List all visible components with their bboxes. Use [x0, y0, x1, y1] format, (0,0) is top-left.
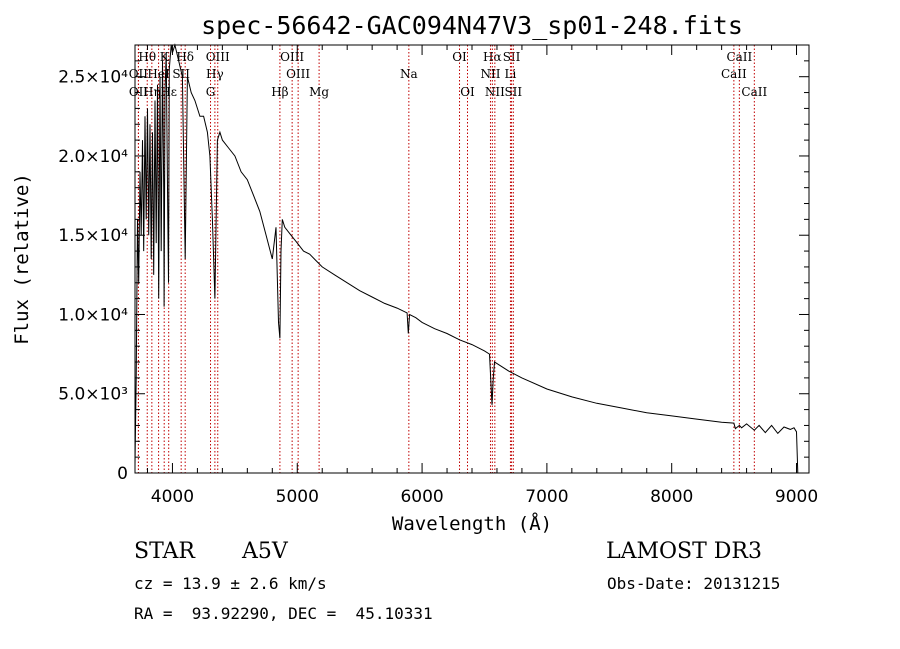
line-label: OII — [129, 85, 149, 99]
y-tick-label: 0 — [117, 464, 128, 484]
spectrum-chart: spec-56642-GAC094N47V3_sp01-248.fits Hθ O… — [11, 11, 818, 535]
x-axis-ticks: 4000 5000 6000 7000 8000 9000 — [146, 45, 818, 507]
chart-title: spec-56642-GAC094N47V3_sp01-248.fits — [201, 11, 743, 40]
x-tick-label: 4000 — [151, 487, 194, 507]
line-label: SII — [504, 85, 522, 99]
coordinates: RA = 93.92290, DEC = 45.10331 — [134, 604, 433, 623]
x-tick-label: 6000 — [400, 487, 443, 507]
line-label: G — [206, 85, 216, 99]
y-tick-label: 2.0×10⁴ — [58, 147, 128, 167]
line-label: NII — [485, 85, 505, 99]
line-label: Na — [400, 67, 418, 81]
line-label: OIII — [206, 50, 230, 64]
x-axis-label: Wavelength (Å) — [392, 512, 552, 535]
spectrum-line-0 — [134, 43, 799, 474]
redshift-cz: cz = 13.9 ± 2.6 km/s — [134, 574, 327, 593]
spectrum-series — [134, 43, 799, 474]
line-label: Li — [505, 67, 517, 81]
line-label: Hα — [483, 50, 502, 64]
line-label: OI — [452, 50, 467, 64]
observation-date: Obs-Date: 20131215 — [607, 574, 781, 593]
survey-name: LAMOST DR3 — [606, 539, 762, 564]
line-label: OIII — [286, 67, 310, 81]
line-label: OIII — [280, 50, 304, 64]
object-subclass: A5V — [242, 539, 288, 564]
x-tick-label: 9000 — [775, 487, 818, 507]
y-tick-label: 5.0×10³ — [58, 385, 128, 405]
line-label: K — [160, 50, 170, 64]
line-label: SII — [503, 50, 521, 64]
y-tick-label: 2.5×10⁴ — [58, 68, 128, 88]
plot-frame — [134, 44, 810, 474]
x-tick-label: 8000 — [650, 487, 693, 507]
line-label: NII — [480, 67, 500, 81]
x-tick-label: 5000 — [276, 487, 319, 507]
y-axis-ticks: 0 5.0×10³ 1.0×10⁴ 1.5×10⁴ 2.0×10⁴ 2.5×10⁴ — [58, 44, 809, 484]
line-label: CaII — [741, 85, 767, 99]
y-tick-label: 1.5×10⁴ — [58, 226, 128, 246]
line-label: Hγ — [206, 67, 224, 81]
line-label: Hη — [143, 85, 161, 99]
y-tick-label: 1.0×10⁴ — [58, 305, 128, 325]
line-label: Hβ — [271, 85, 288, 99]
x-tick-label: 7000 — [525, 487, 568, 507]
y-axis-label: Flux (relative) — [11, 173, 33, 345]
line-label: Hθ — [138, 50, 156, 64]
line-label: Hδ — [176, 50, 194, 64]
line-label: CaII — [726, 50, 752, 64]
line-label: CaII — [721, 67, 747, 81]
line-label: Mg — [309, 85, 329, 99]
object-class: STAR — [134, 539, 195, 564]
line-label: OI — [460, 85, 475, 99]
